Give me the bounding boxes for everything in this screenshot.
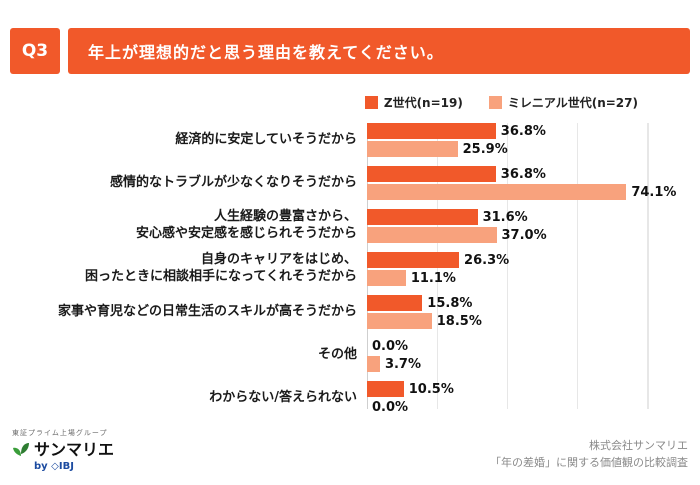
bar-group: 36.8% 74.1%	[367, 166, 676, 200]
legend-swatch-gen-z-icon	[364, 96, 378, 109]
bar-group: 26.3% 11.1%	[367, 252, 647, 286]
bar-row: 経済的に安定していそうだから 36.8% 25.9%	[12, 123, 700, 157]
category-label: 家事や育児などの日常生活のスキルが高そうだから	[57, 303, 357, 319]
bar-value-label: 0.0%	[372, 338, 409, 354]
logo-sub-text: by ◇IBJ	[34, 461, 74, 472]
category-label: 自身のキャリアをはじめ、 困ったときに相談相手になってくれそうだから	[85, 252, 357, 284]
legend-label-gen-z: Z世代(n=19)	[383, 96, 463, 110]
logo-brand-row: サンマリエ	[12, 440, 114, 459]
logo-brand-text: サンマリエ	[34, 439, 115, 459]
bar-row: わからない/答えられない 10.5% 0.0%	[12, 381, 700, 415]
legend-item-millennial: ミレニアル世代(n=27)	[488, 94, 638, 111]
bar-gen-z	[367, 166, 496, 182]
bar-millennial	[367, 227, 497, 243]
bar-value-label: 31.6%	[482, 209, 528, 225]
bar-millennial	[367, 141, 458, 157]
bar-gen-z	[367, 295, 423, 311]
category-label: わからない/答えられない	[209, 389, 357, 405]
bar-value-label: 74.1%	[631, 184, 677, 200]
bar-gen-z	[367, 381, 404, 397]
bar-group: 31.6% 37.0%	[367, 209, 647, 243]
bar-value-label: 36.8%	[500, 123, 546, 139]
legend-label-millennial: ミレニアル世代(n=27)	[507, 96, 638, 110]
bar-millennial	[367, 184, 627, 200]
legend-swatch-millennial-icon	[488, 96, 502, 109]
bar-row: その他 0.0% 3.7%	[12, 338, 700, 372]
category-label: 経済的に安定していそうだから	[175, 131, 357, 147]
bar-group: 36.8% 25.9%	[367, 123, 647, 157]
category-label: 感情的なトラブルが少なくなりそうだから	[109, 174, 357, 190]
logo-tagline: 東証プライム上場グループ	[12, 429, 108, 438]
bar-millennial	[367, 356, 380, 372]
source-survey-name: 「年の差婚」に関する価値観の比較調査	[490, 455, 688, 469]
legend-item-gen-z: Z世代(n=19)	[364, 94, 463, 111]
bar-value-label: 37.0%	[501, 227, 547, 243]
bar-value-label: 10.5%	[408, 381, 454, 397]
bar-group: 10.5% 0.0%	[367, 381, 647, 415]
source-company: 株式会社サンマリエ	[589, 438, 688, 452]
bar-millennial	[367, 313, 432, 329]
bar-value-label: 18.5%	[436, 313, 482, 329]
category-label: 人生経験の豊富さから、 安心感や安定感を感じられそうだから	[135, 209, 357, 241]
bar-row: 感情的なトラブルが少なくなりそうだから 36.8% 74.1%	[12, 166, 700, 200]
category-label: その他	[317, 346, 357, 362]
bar-value-label: 36.8%	[500, 166, 546, 182]
leaf-icon	[13, 443, 29, 457]
question-title: 年上が理想的だと思う理由を教えてください。	[68, 28, 690, 74]
bar-gen-z	[367, 209, 478, 225]
source-note: 株式会社サンマリエ 「年の差婚」に関する価値観の比較調査	[490, 437, 688, 471]
bar-gen-z	[367, 252, 460, 268]
chart-rows: 経済的に安定していそうだから 36.8% 25.9% 感情的なトラブルが少なくなりそう…	[12, 123, 700, 415]
bar-gen-z	[367, 123, 496, 139]
bar-value-label: 25.9%	[462, 141, 508, 157]
bar-millennial	[367, 270, 406, 286]
bar-group: 0.0% 3.7%	[367, 338, 647, 372]
bar-value-label: 0.0%	[372, 399, 409, 415]
bar-chart: 経済的に安定していそうだから 36.8% 25.9% 感情的なトラブルが少なくなりそう…	[0, 123, 700, 415]
header: Q3 年上が理想的だと思う理由を教えてください。	[0, 0, 700, 74]
chart-legend: Z世代(n=19) ミレニアル世代(n=27)	[0, 94, 638, 111]
bar-group: 15.8% 18.5%	[367, 295, 647, 329]
bar-value-label: 15.8%	[427, 295, 473, 311]
question-number-badge: Q3	[10, 28, 60, 74]
bar-value-label: 3.7%	[384, 356, 421, 372]
bar-value-label: 26.3%	[464, 252, 510, 268]
bar-value-label: 11.1%	[410, 270, 456, 286]
bar-row: 家事や育児などの日常生活のスキルが高そうだから 15.8% 18.5%	[12, 295, 700, 329]
company-logo: 東証プライム上場グループ サンマリエ by ◇IBJ	[12, 429, 114, 473]
bar-row: 自身のキャリアをはじめ、 困ったときに相談相手になってくれそうだから 26.3% 11…	[12, 252, 700, 286]
bar-row: 人生経験の豊富さから、 安心感や安定感を感じられそうだから 31.6% 37.0%	[12, 209, 700, 243]
